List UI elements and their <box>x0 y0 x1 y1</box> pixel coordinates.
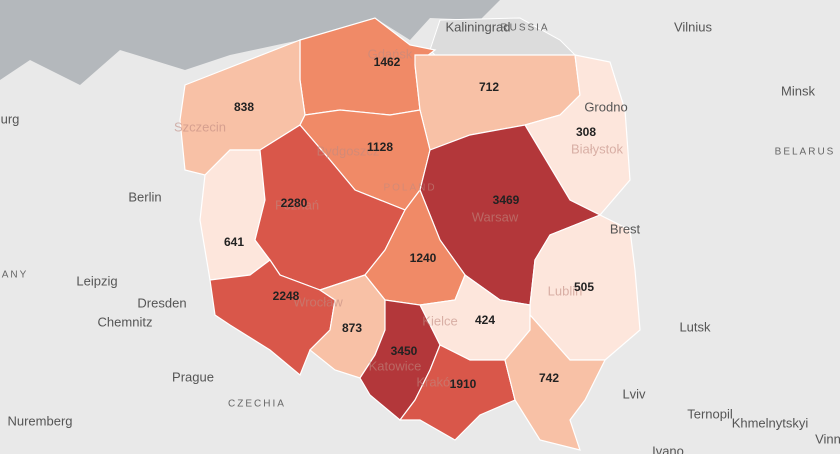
regions <box>179 17 641 451</box>
region-value: 838 <box>234 100 254 114</box>
region <box>199 149 271 281</box>
region-value: 3469 <box>493 193 520 207</box>
place-label: Nuremberg <box>7 413 72 428</box>
place-label: Warsaw <box>472 209 519 224</box>
place-label: Katowice <box>369 358 422 373</box>
place-label: Gdańsk <box>368 46 413 61</box>
region-value: 2280 <box>281 196 308 210</box>
region-value: 308 <box>576 125 596 139</box>
region-value: 1128 <box>367 140 393 154</box>
place-label: Lublin <box>548 283 583 298</box>
place-label: Brest <box>610 221 641 236</box>
region-value: 1910 <box>450 377 477 391</box>
place-label: Prague <box>172 369 214 384</box>
place-label: Ivano <box>652 443 684 454</box>
region-value: 505 <box>574 280 594 294</box>
place-label: Kielce <box>422 313 457 328</box>
region-value: 2248 <box>273 289 300 303</box>
place-label: Wrocław <box>293 294 343 309</box>
place-label: Ternopil <box>687 406 733 421</box>
region-value: 3450 <box>391 344 418 358</box>
place-label: Poznań <box>275 197 319 212</box>
region-value: 1462 <box>374 55 401 69</box>
place-label: urg <box>1 111 20 126</box>
region-value: 712 <box>479 80 499 94</box>
place-label: ANY <box>2 270 29 281</box>
place-label: Chemnitz <box>98 314 153 329</box>
place-label: Kraków <box>416 374 460 389</box>
place-label: Lviv <box>622 386 646 401</box>
place-label: Grodno <box>584 99 627 114</box>
place-label: BELARUS <box>775 147 836 158</box>
region-value: 873 <box>342 321 362 335</box>
place-label: CZECHIA <box>228 399 286 410</box>
place-label: Berlin <box>128 189 161 204</box>
region <box>398 344 516 441</box>
region-value: 742 <box>539 371 559 385</box>
region <box>504 313 606 451</box>
place-label: Szczecin <box>174 119 226 134</box>
region-value: 1240 <box>410 251 437 265</box>
place-label: Białystok <box>571 141 624 156</box>
place-label: Dresden <box>137 295 186 310</box>
region-value: 424 <box>475 313 495 327</box>
place-label: Minsk <box>781 83 815 98</box>
place-label: Leipzig <box>76 273 117 288</box>
place-label: Bydgoszcz <box>317 143 380 158</box>
place-label: RUSSIA <box>500 23 549 34</box>
place-label: Lutsk <box>679 319 711 334</box>
place-label: Khmelnytskyi <box>732 415 809 430</box>
place-label: POLAND <box>383 183 436 194</box>
place-label: Vilnius <box>674 19 713 34</box>
region-value: 641 <box>224 235 244 249</box>
sea <box>0 0 500 85</box>
place-label: Kaliningrad <box>445 19 510 34</box>
place-label: Vinn <box>815 431 840 446</box>
